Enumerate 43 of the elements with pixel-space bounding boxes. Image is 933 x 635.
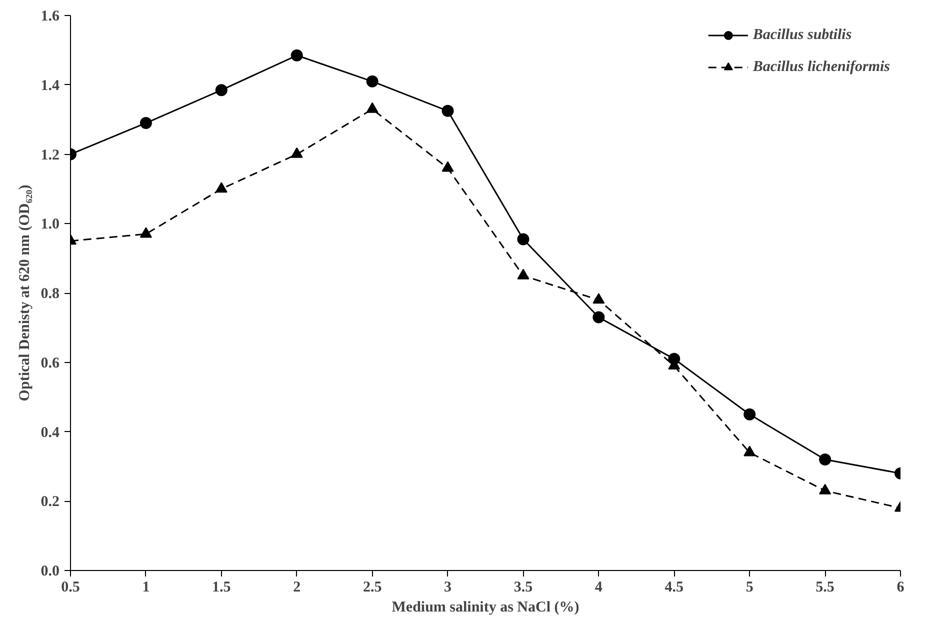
point [744,408,756,420]
point [442,161,454,172]
point [215,84,228,96]
point [140,227,152,238]
x-tick-label: 4 [594,580,603,596]
x-tick-label: 5 [746,580,754,596]
point [517,233,530,246]
legend-label: Bacillus licheniformis [752,58,890,76]
y-tick-label: 1.4 [40,78,60,94]
y-tick-label: 0.4 [40,424,60,441]
y-tick-label: 1.6 [40,8,60,24]
legend-label: Bacillus subtilis [752,26,852,44]
x-tick-label: 2 [293,580,301,596]
y-tick-label: 1.0 [40,216,60,233]
x-tick-label: 3 [444,580,452,596]
x-axis-title: Medium salinity as NaCl (%) [392,600,580,616]
x-tick-label: 1 [142,580,150,596]
y-tick-label: 0.2 [40,494,60,510]
point [744,446,756,456]
point [819,484,832,494]
x-tick-label: 0.5 [61,580,80,596]
point [819,454,832,466]
point [366,75,378,88]
point [592,293,605,304]
y-tick-label: 0.0 [40,564,60,580]
point [366,102,378,113]
point [140,117,152,130]
point [215,182,228,193]
point [592,311,605,324]
y-tick-label: 0.8 [40,286,60,302]
y-axis-title: Optical Denisty at 620 nm (OD₆₂₀) [16,184,33,402]
x-tick-label: 3.5 [514,580,533,596]
x-tick-label: 1.5 [212,580,231,596]
x-tick-label: 2.5 [362,580,382,596]
y-tick-label: 1.2 [40,147,60,164]
x-tick-label: 6 [896,580,905,596]
point [517,268,530,280]
x-tick-label: 5.5 [816,580,834,596]
y-tick-label: 0.6 [40,355,60,372]
point [442,104,454,117]
point [290,49,303,62]
x-tick-label: 4.5 [664,580,684,596]
point [290,147,303,158]
